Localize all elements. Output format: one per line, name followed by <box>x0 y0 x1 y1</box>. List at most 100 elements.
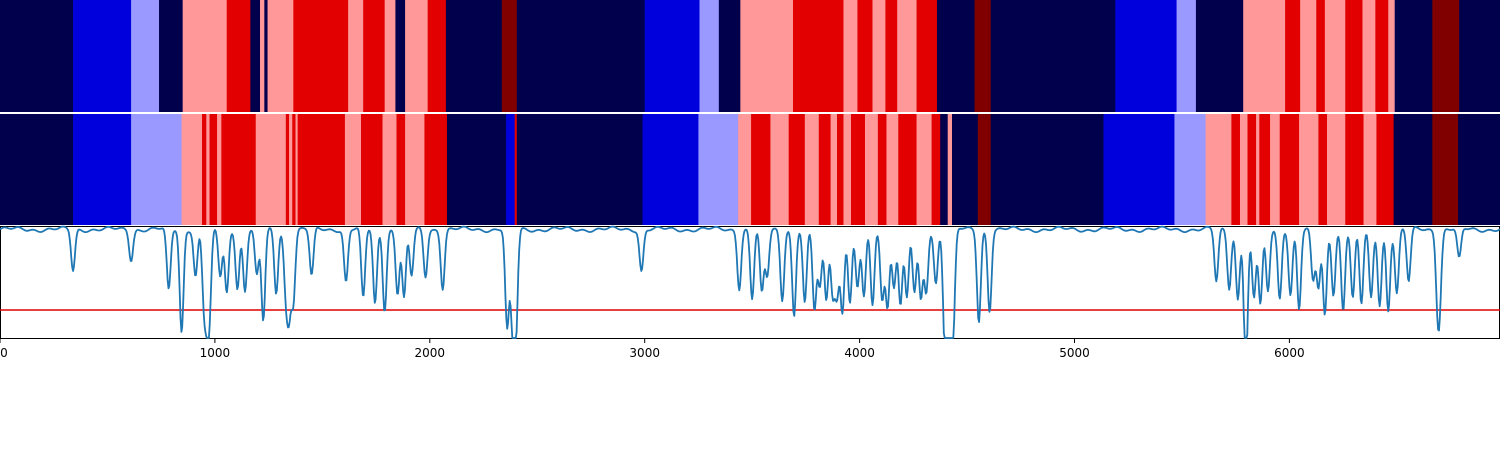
line-panel <box>0 225 1500 339</box>
bottom-band-segment-16 <box>361 114 383 225</box>
top-band-segment-39 <box>1300 0 1317 112</box>
bottom-band-segment-48 <box>1103 114 1175 225</box>
bottom-band-segment-50 <box>1205 114 1232 225</box>
top-band-segment-8 <box>264 0 268 112</box>
top-band-segment-35 <box>1176 0 1197 112</box>
bottom-band-segment-4 <box>202 114 207 225</box>
x-tick-label-0: 0 <box>0 346 8 360</box>
top-band-segment-12 <box>363 0 386 112</box>
bottom-band-segment-7 <box>217 114 222 225</box>
bottom-band-segment-20 <box>424 114 448 225</box>
top-band-segment-27 <box>872 0 886 112</box>
bottom-band-segment-35 <box>843 114 852 225</box>
top-band-segment-9 <box>267 0 294 112</box>
bottom-band-segment-5 <box>206 114 210 225</box>
bottom-band-segment-18 <box>396 114 406 225</box>
bottom-band-segment-55 <box>1259 114 1271 225</box>
bottom-band-segment-12 <box>292 114 296 225</box>
top-band-segment-3 <box>159 0 184 112</box>
bottom-band-segment-40 <box>898 114 917 225</box>
bottom-band-segment-9 <box>255 114 287 225</box>
top-band-segment-23 <box>740 0 794 112</box>
bottom-band-segment-49 <box>1174 114 1206 225</box>
signal-series-line <box>0 225 1500 339</box>
top-band-segment-17 <box>445 0 503 112</box>
top-band-segment-43 <box>1362 0 1376 112</box>
top-band-segment-22 <box>718 0 741 112</box>
top-band-segment-24 <box>792 0 844 112</box>
x-tick-label-4: 4000 <box>844 346 875 360</box>
bottom-band-segment-22 <box>506 114 516 225</box>
bottom-band-segment-17 <box>382 114 397 225</box>
bottom-band-segment-29 <box>770 114 790 225</box>
bottom-band-segment-15 <box>344 114 362 225</box>
bottom-band-segment-31 <box>804 114 820 225</box>
top-band-segment-25 <box>843 0 858 112</box>
top-band-segment-45 <box>1388 0 1396 112</box>
top-band-segment-44 <box>1375 0 1389 112</box>
bottom-band-segment-21 <box>446 114 507 225</box>
top-band-segment-32 <box>974 0 992 112</box>
heatmap-band-top <box>0 0 1500 112</box>
top-band-segment-16 <box>427 0 447 112</box>
top-band-segment-31 <box>936 0 975 112</box>
top-band-segment-21 <box>699 0 720 112</box>
bottom-band-segment-63 <box>1376 114 1395 225</box>
bottom-band-segment-10 <box>285 114 290 225</box>
bottom-band-segment-45 <box>952 114 979 225</box>
top-band-segment-42 <box>1345 0 1363 112</box>
bottom-band-segment-66 <box>1458 114 1500 225</box>
bottom-band-segment-52 <box>1239 114 1248 225</box>
top-band-segment-40 <box>1316 0 1326 112</box>
bottom-band-segment-64 <box>1393 114 1433 225</box>
bottom-band-segment-11 <box>289 114 293 225</box>
top-band-segment-11 <box>348 0 364 112</box>
top-band-segment-19 <box>516 0 646 112</box>
top-band-segment-34 <box>1115 0 1177 112</box>
bottom-band-segment-46 <box>977 114 992 225</box>
top-band-segment-20 <box>644 0 700 112</box>
heatmap-band-bottom <box>0 114 1500 225</box>
bottom-band-segment-24 <box>516 114 643 225</box>
top-band-segment-30 <box>916 0 938 112</box>
bottom-band-segment-23 <box>514 114 518 225</box>
top-band-segment-7 <box>260 0 265 112</box>
top-band-segment-41 <box>1324 0 1346 112</box>
bottom-band-segment-27 <box>738 114 752 225</box>
bottom-band-segment-54 <box>1256 114 1260 225</box>
bottom-band-segment-25 <box>642 114 699 225</box>
bottom-band-segment-41 <box>916 114 932 225</box>
bottom-band-segment-1 <box>73 114 132 225</box>
top-band-segment-48 <box>1459 0 1500 112</box>
bottom-band-segment-28 <box>751 114 771 225</box>
top-band-segment-36 <box>1195 0 1244 112</box>
bottom-band-segment-33 <box>830 114 838 225</box>
x-tick-label-1: 1000 <box>200 346 231 360</box>
x-axis: 0 1000 2000 3000 4000 5000 6000 <box>0 339 1305 360</box>
top-band-segment-13 <box>384 0 396 112</box>
x-tick-label-2: 2000 <box>415 346 446 360</box>
top-band-segment-46 <box>1394 0 1433 112</box>
top-band-segment-1 <box>73 0 132 112</box>
x-tick-label-5: 5000 <box>1059 346 1090 360</box>
bottom-band-segment-44 <box>947 114 953 225</box>
bottom-band-segment-19 <box>405 114 425 225</box>
top-band-segment-10 <box>293 0 349 112</box>
bottom-band-segment-56 <box>1270 114 1281 225</box>
bottom-band-segment-60 <box>1327 114 1346 225</box>
bottom-band-segment-61 <box>1345 114 1364 225</box>
top-band-segment-6 <box>250 0 261 112</box>
bottom-band-segment-58 <box>1299 114 1319 225</box>
top-band-segment-37 <box>1243 0 1286 112</box>
bottom-band-segment-34 <box>837 114 844 225</box>
top-band-segment-5 <box>226 0 251 112</box>
bottom-band-segment-62 <box>1363 114 1377 225</box>
top-band-segment-28 <box>885 0 898 112</box>
top-band-segment-47 <box>1432 0 1460 112</box>
bottom-band-segment-0 <box>0 114 74 225</box>
bottom-band-segment-6 <box>209 114 218 225</box>
top-band-segment-29 <box>897 0 917 112</box>
top-band-segment-2 <box>131 0 160 112</box>
bottom-band-segment-39 <box>886 114 899 225</box>
